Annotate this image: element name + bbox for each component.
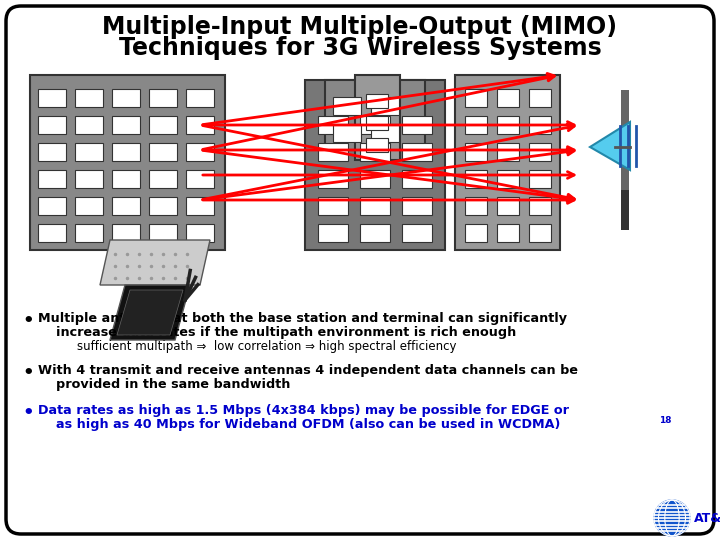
- Polygon shape: [117, 290, 183, 335]
- Bar: [38, 143, 66, 161]
- Bar: [75, 143, 103, 161]
- Bar: [402, 224, 432, 242]
- Bar: [455, 75, 560, 250]
- Bar: [318, 170, 348, 188]
- Text: With 4 transmit and receive antennas 4 independent data channels can be: With 4 transmit and receive antennas 4 i…: [38, 364, 578, 377]
- Polygon shape: [590, 122, 630, 170]
- Bar: [112, 116, 140, 134]
- Bar: [149, 197, 177, 215]
- Bar: [318, 143, 348, 161]
- Bar: [112, 170, 140, 188]
- Text: 18: 18: [659, 416, 672, 425]
- Bar: [621, 90, 629, 230]
- Bar: [402, 197, 432, 215]
- Bar: [75, 170, 103, 188]
- Text: Multiple antennas at both the base station and terminal can significantly: Multiple antennas at both the base stati…: [38, 312, 567, 325]
- Text: AT&T: AT&T: [694, 511, 720, 524]
- Bar: [360, 143, 390, 161]
- Bar: [305, 80, 445, 250]
- Bar: [360, 224, 390, 242]
- Bar: [497, 224, 519, 242]
- Bar: [402, 116, 432, 134]
- Bar: [497, 170, 519, 188]
- Bar: [355, 75, 400, 160]
- Bar: [318, 224, 348, 242]
- Bar: [38, 197, 66, 215]
- Text: provided in the same bandwidth: provided in the same bandwidth: [38, 378, 290, 391]
- Bar: [465, 197, 487, 215]
- Bar: [75, 89, 103, 107]
- Bar: [186, 224, 214, 242]
- Bar: [186, 143, 214, 161]
- Bar: [318, 116, 348, 134]
- Bar: [465, 170, 487, 188]
- Bar: [149, 89, 177, 107]
- Bar: [75, 116, 103, 134]
- Bar: [366, 94, 388, 108]
- Bar: [318, 197, 348, 215]
- Bar: [465, 89, 487, 107]
- Text: Multiple-Input Multiple-Output (MIMO): Multiple-Input Multiple-Output (MIMO): [102, 15, 618, 39]
- Bar: [186, 89, 214, 107]
- Bar: [112, 224, 140, 242]
- Text: •: •: [22, 364, 34, 382]
- Bar: [75, 224, 103, 242]
- Polygon shape: [110, 285, 190, 340]
- Text: increase data rates if the multipath environment is rich enough: increase data rates if the multipath env…: [38, 326, 516, 339]
- Bar: [371, 97, 399, 115]
- Bar: [529, 143, 551, 161]
- Bar: [112, 89, 140, 107]
- Bar: [621, 190, 629, 230]
- Bar: [186, 116, 214, 134]
- Bar: [149, 170, 177, 188]
- Bar: [465, 143, 487, 161]
- Bar: [112, 197, 140, 215]
- Polygon shape: [100, 240, 210, 285]
- Bar: [529, 197, 551, 215]
- Bar: [465, 224, 487, 242]
- Bar: [497, 197, 519, 215]
- Bar: [529, 116, 551, 134]
- Bar: [529, 89, 551, 107]
- Bar: [112, 143, 140, 161]
- FancyBboxPatch shape: [6, 6, 714, 534]
- Bar: [38, 89, 66, 107]
- Bar: [186, 197, 214, 215]
- Text: Techniques for 3G Wireless Systems: Techniques for 3G Wireless Systems: [119, 36, 601, 60]
- Bar: [366, 116, 388, 130]
- Bar: [360, 170, 390, 188]
- Bar: [38, 224, 66, 242]
- Bar: [529, 170, 551, 188]
- Text: as high as 40 Mbps for Wideband OFDM (also can be used in WCDMA): as high as 40 Mbps for Wideband OFDM (al…: [38, 418, 560, 431]
- Bar: [149, 224, 177, 242]
- Bar: [325, 80, 425, 150]
- Bar: [371, 124, 399, 142]
- Bar: [333, 97, 361, 115]
- Bar: [529, 224, 551, 242]
- Bar: [30, 75, 225, 250]
- Bar: [38, 170, 66, 188]
- Bar: [149, 116, 177, 134]
- Text: •: •: [22, 404, 34, 422]
- Bar: [38, 116, 66, 134]
- Text: Data rates as high as 1.5 Mbps (4x384 kbps) may be possible for EDGE or: Data rates as high as 1.5 Mbps (4x384 kb…: [38, 404, 569, 417]
- Bar: [75, 197, 103, 215]
- Bar: [360, 197, 390, 215]
- Text: •: •: [22, 312, 34, 330]
- Bar: [465, 116, 487, 134]
- Bar: [497, 143, 519, 161]
- Bar: [149, 143, 177, 161]
- Bar: [360, 116, 390, 134]
- Bar: [402, 170, 432, 188]
- Circle shape: [654, 500, 690, 536]
- Text: sufficient multipath ⇒  low correlation ⇒ high spectral efficiency: sufficient multipath ⇒ low correlation ⇒…: [77, 340, 456, 353]
- Bar: [402, 143, 432, 161]
- Bar: [333, 124, 361, 142]
- Bar: [497, 89, 519, 107]
- Bar: [366, 138, 388, 152]
- Bar: [186, 170, 214, 188]
- Bar: [497, 116, 519, 134]
